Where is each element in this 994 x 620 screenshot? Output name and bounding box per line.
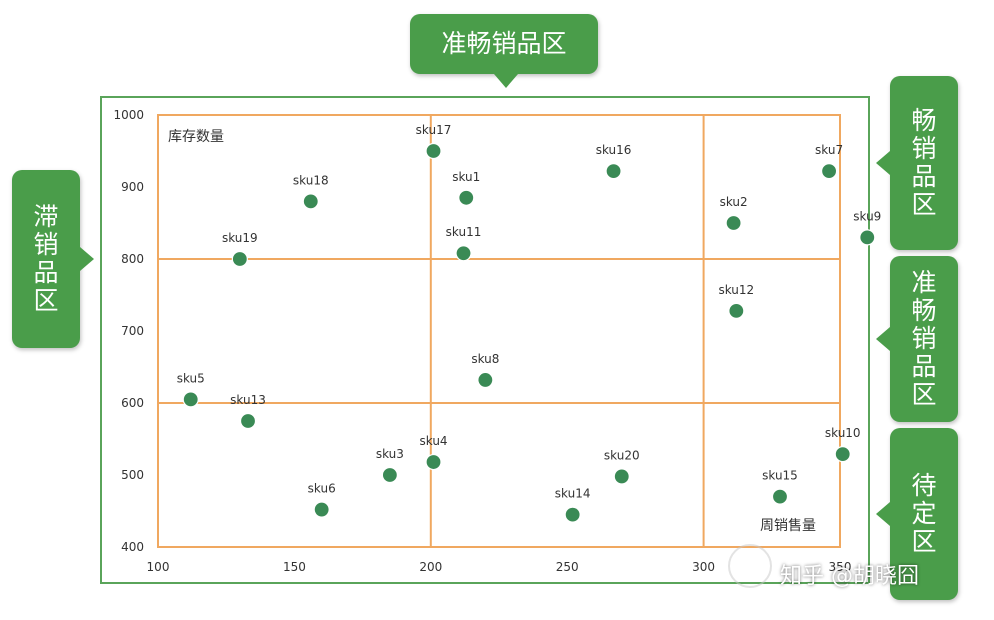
point-label-sku19: sku19: [222, 231, 258, 245]
quadrant-dividers: [157, 114, 841, 548]
x-tick-label: 100: [147, 560, 170, 574]
point-label-sku4: sku4: [419, 434, 447, 448]
plot-border: [157, 114, 841, 548]
point-sku11: [455, 245, 472, 262]
zone-right-1-label: 畅 销 品 区: [911, 106, 937, 219]
point-sku8: [477, 371, 494, 389]
point-sku6: [313, 501, 330, 518]
point-sku18: [302, 193, 319, 210]
point-sku19: [231, 250, 248, 268]
point-sku2: [725, 214, 742, 232]
point-label-sku15: sku15: [762, 469, 798, 483]
point-label-sku12: sku12: [718, 283, 754, 297]
point-sku13: [239, 412, 257, 430]
y-tick-label: 700: [121, 324, 144, 338]
point-label-sku5: sku5: [177, 371, 205, 385]
point-label-sku20: sku20: [604, 448, 640, 462]
point-sku20: [613, 468, 630, 485]
data-points: sku1 sku2 sku3 sku4 sku5 sku6 sku7 sku8 sku9 sku1…: [177, 123, 881, 523]
point-sku9: [859, 229, 876, 246]
point-sku15: [771, 488, 789, 505]
point-sku12: [728, 302, 745, 319]
zone-right-pending: 待 定 区: [876, 428, 958, 600]
point-label-sku17: sku17: [416, 123, 452, 137]
zone-left-slow-moving: 滞 销 品 区: [12, 170, 94, 348]
point-label-sku1: sku1: [452, 170, 480, 184]
point-sku16: [605, 163, 622, 180]
zone-right-2-label: 准 畅 销 品 区: [911, 268, 937, 409]
y-tick-label: 500: [121, 468, 144, 482]
point-sku4: [425, 453, 442, 471]
point-label-sku11: sku11: [446, 225, 482, 239]
zone-right-near-bestseller: 准 畅 销 品 区: [876, 256, 958, 422]
y-tick-label: 600: [121, 396, 144, 410]
chart-frame: [100, 96, 870, 584]
watermark-logo-icon: [728, 544, 772, 588]
point-label-sku13: sku13: [230, 393, 266, 407]
point-label-sku3: sku3: [376, 447, 404, 461]
x-tick-label: 200: [419, 560, 442, 574]
point-sku1: [458, 189, 475, 206]
x-axis-label: 周销售量: [760, 518, 816, 534]
y-tick-label: 1000: [113, 108, 144, 122]
point-label-sku6: sku6: [308, 482, 336, 496]
zone-left-label: 滞 销 品 区: [33, 202, 59, 315]
point-sku3: [381, 466, 398, 484]
point-label-sku16: sku16: [596, 143, 632, 157]
point-label-sku18: sku18: [293, 173, 329, 187]
axes: 100 150 200 250 300 350 400 500 600 700 800 900 1000: [113, 108, 851, 574]
x-tick-label: 350: [829, 560, 852, 574]
point-label-sku2: sku2: [720, 195, 748, 209]
zone-right-3-label: 待 定 区: [911, 471, 937, 556]
x-tick-label: 300: [692, 560, 715, 574]
y-axis-label: 库存数量: [168, 129, 224, 145]
y-tick-label: 800: [121, 252, 144, 266]
x-tick-label: 250: [556, 560, 579, 574]
point-label-sku10: sku10: [825, 426, 861, 440]
y-tick-label: 900: [121, 180, 144, 194]
point-label-sku9: sku9: [853, 209, 881, 223]
point-sku14: [564, 506, 581, 523]
watermark-text: 知乎 @胡晓囧: [780, 564, 919, 589]
y-tick-label: 400: [121, 540, 144, 554]
point-sku17: [425, 142, 442, 160]
zone-top-near-bestseller: 准畅销品区: [410, 14, 598, 88]
x-tick-label: 150: [283, 560, 306, 574]
point-sku5: [182, 391, 199, 408]
point-label-sku14: sku14: [555, 487, 591, 501]
point-sku10: [834, 446, 851, 463]
point-label-sku8: sku8: [471, 352, 499, 366]
zone-right-bestseller: 畅 销 品 区: [876, 76, 958, 250]
point-sku7: [820, 163, 838, 180]
zone-top-label: 准畅销品区: [441, 29, 567, 58]
point-label-sku7: sku7: [815, 143, 843, 157]
